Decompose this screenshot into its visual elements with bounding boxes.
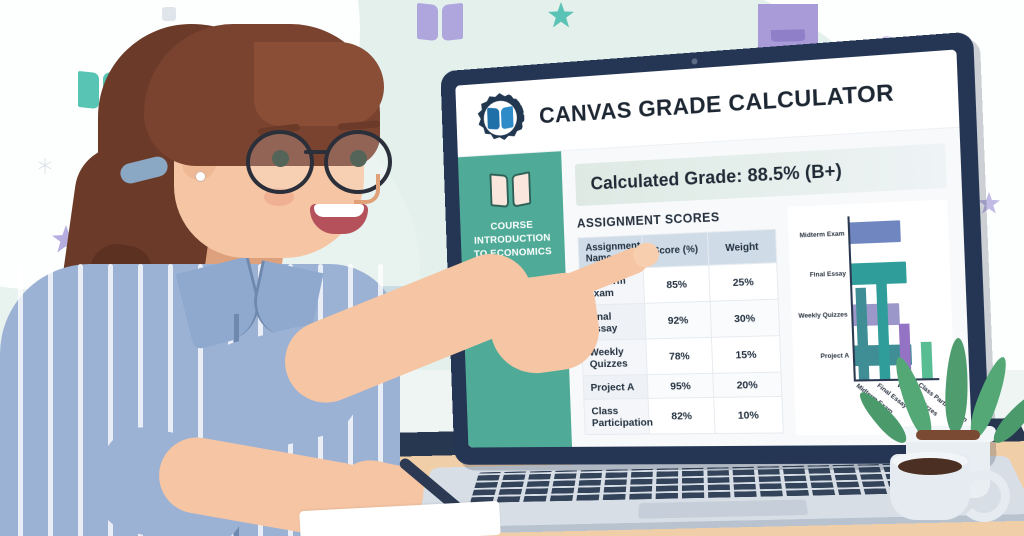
laptop-trackpad[interactable]: [638, 499, 809, 519]
cell-weight: 30%: [710, 299, 780, 338]
cell-weight: 10%: [714, 396, 783, 434]
shirt-stripe: [78, 264, 83, 536]
table-body: Midterm Exam 85% 25% Final Essay 92%: [579, 262, 783, 435]
shirt-stripe: [138, 264, 143, 536]
cell-weight: 20%: [713, 372, 782, 398]
cell-score: 78%: [646, 337, 714, 375]
cell-score: 82%: [648, 397, 716, 435]
chart-y-label: Project A: [820, 352, 850, 361]
earring: [196, 172, 205, 181]
chart-y-label: Midterm Exam: [799, 230, 845, 240]
cell-score: 95%: [647, 373, 715, 399]
table-row[interactable]: Weekly Quizzes 78% 15%: [581, 335, 781, 376]
mug-handle: [958, 470, 1010, 522]
chart-y-label: Weekly Quizzes: [798, 311, 848, 321]
shirt-stripe: [198, 264, 203, 536]
mug-coffee: [898, 458, 962, 475]
shirt-stripe: [48, 264, 53, 536]
teacher-illustration: [0, 14, 663, 536]
cell-assignment-name: Class Participation: [583, 398, 653, 435]
table-row[interactable]: Class Participation 82% 10%: [583, 396, 783, 435]
chart-vbar: [855, 288, 870, 380]
nose: [354, 174, 380, 204]
webcam: [691, 58, 698, 65]
cell-score: 85%: [643, 265, 711, 304]
calculated-grade-text: Calculated Grade: 88.5% (B+): [590, 160, 843, 194]
chart-y-label: Final Essay: [809, 270, 847, 280]
glasses-bridge: [304, 150, 328, 154]
panels-row: ASSIGNMENT SCORES Assignment Name Score …: [577, 199, 969, 437]
assignment-scores-title: ASSIGNMENT SCORES: [576, 210, 720, 231]
star-purple-small-icon: [978, 192, 1000, 214]
chart-plot-area: Midterm Exam Final Essay Weekly Quizzes Pro…: [798, 212, 969, 424]
shirt-stripe: [108, 264, 113, 536]
calculated-grade-banner: Calculated Grade: 88.5% (B+): [574, 143, 947, 207]
table-row[interactable]: Final Essay 92% 30%: [580, 299, 780, 341]
hair-sweep: [254, 42, 384, 126]
chart-vbar: [920, 341, 933, 379]
grade-calculator-app: CANVAS GRADE CALCULATOR COURSE INTRODUC: [455, 49, 973, 448]
open-book-icon: [489, 171, 532, 208]
cell-score: 92%: [644, 301, 712, 339]
app-title: CANVAS GRADE CALCULATOR: [538, 78, 895, 128]
cell-assignment-name: Project A: [583, 374, 649, 400]
star-teal-icon: [548, 2, 574, 28]
cell-weight: 15%: [711, 335, 781, 374]
shirt-stripe: [378, 264, 383, 536]
shirt-stripe: [18, 264, 23, 536]
chart-hbar: [849, 220, 902, 245]
laptop-screen: CANVAS GRADE CALCULATOR COURSE INTRODUC: [455, 49, 973, 448]
plant-soil: [916, 430, 980, 440]
shirt-stripe: [168, 264, 173, 536]
column-header-weight: Weight: [707, 229, 777, 266]
cell-weight: 25%: [709, 262, 778, 302]
square-grey: [162, 7, 176, 21]
table-row[interactable]: Project A 95% 20%: [583, 372, 782, 400]
assignment-scores-panel: ASSIGNMENT SCORES Assignment Name Score …: [577, 208, 784, 437]
lens-left: [246, 130, 314, 194]
